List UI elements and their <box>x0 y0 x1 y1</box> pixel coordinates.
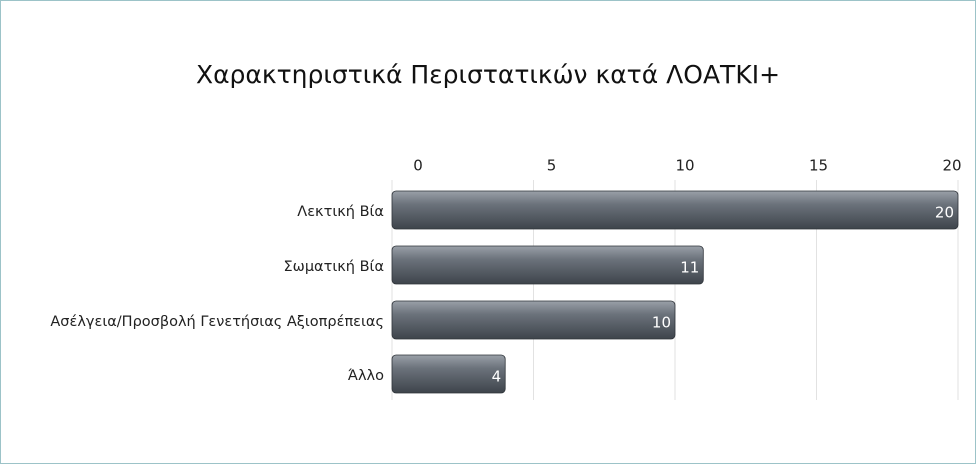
y-tick-label: Σωματική Βία <box>284 259 384 275</box>
x-tick-label: 10 <box>675 157 694 175</box>
x-tick-label: 5 <box>547 157 557 175</box>
bar <box>391 300 676 340</box>
x-tick-label: 20 <box>942 157 961 175</box>
data-label: 11 <box>680 259 699 277</box>
y-tick-label: Ασέλγεια/Προσβολή Γενετήσιας Αξιοπρέπεια… <box>50 314 384 330</box>
chart-title: Χαρακτηριστικά Περιστατικών κατά ΛΟΑΤΚΙ+ <box>196 60 780 89</box>
data-label: 20 <box>935 204 954 222</box>
x-tick-label: 15 <box>809 157 828 175</box>
y-tick-label: Λεκτική Βία <box>297 204 384 220</box>
y-tick-label: Άλλο <box>348 368 384 384</box>
x-tick-label: 0 <box>413 157 423 175</box>
bar <box>391 354 506 394</box>
bar <box>391 190 959 230</box>
data-label: 4 <box>492 368 502 386</box>
data-label: 10 <box>652 314 671 332</box>
bar <box>391 245 704 285</box>
